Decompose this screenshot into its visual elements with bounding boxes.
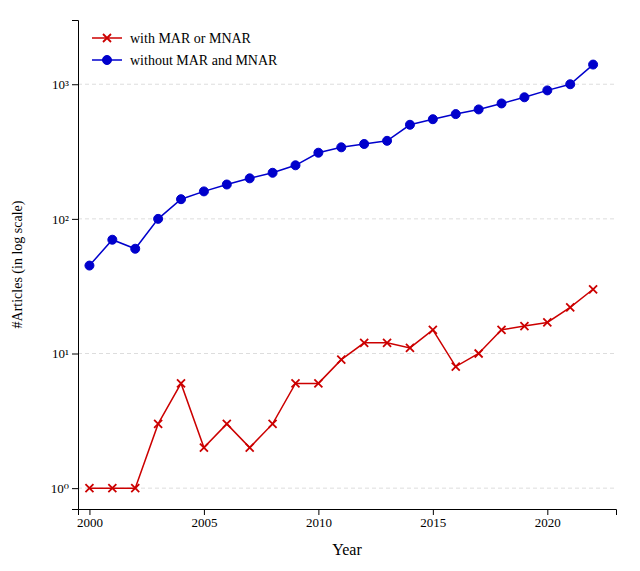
tick-mark xyxy=(433,509,434,515)
plot-area: 2000 2005 2010 2015 2020 10⁰ 10¹ 10² 10³ with MAR… xyxy=(51,21,617,531)
point xyxy=(383,136,392,145)
point xyxy=(222,180,231,189)
tick-mark xyxy=(72,354,78,355)
point xyxy=(429,326,437,334)
point xyxy=(520,93,529,102)
point xyxy=(223,420,231,428)
legend-marker xyxy=(103,56,112,65)
chart: 2000 2005 2010 2015 2020 10⁰ 10¹ 10² 10³ with MAR… xyxy=(0,0,640,571)
point xyxy=(291,379,299,387)
x-axis-title: Year xyxy=(332,541,362,558)
point xyxy=(108,484,116,492)
grid-line xyxy=(78,84,616,85)
point xyxy=(269,420,277,428)
line xyxy=(89,65,593,266)
tick-mark xyxy=(89,509,90,515)
grid-line xyxy=(78,353,616,354)
point xyxy=(108,235,117,244)
point xyxy=(131,244,140,253)
point xyxy=(474,105,483,114)
tick: 10⁰ xyxy=(51,481,78,496)
point xyxy=(246,444,254,452)
point xyxy=(498,326,506,334)
point xyxy=(360,139,369,148)
axis-line xyxy=(79,510,617,516)
point xyxy=(337,356,345,364)
tick: 10³ xyxy=(52,77,78,92)
point xyxy=(85,261,94,270)
point xyxy=(85,484,93,492)
tick-label: 2015 xyxy=(420,515,446,530)
tick-mark xyxy=(204,509,205,515)
tick-label: 10³ xyxy=(52,77,69,92)
point xyxy=(291,161,300,170)
point xyxy=(475,350,483,358)
point xyxy=(245,174,254,183)
tick-label: 2000 xyxy=(77,515,103,530)
legend-item: with MAR or MNAR xyxy=(92,31,252,46)
grid-line xyxy=(78,488,616,489)
tick-label: 10⁰ xyxy=(51,481,69,496)
legend-marker xyxy=(103,34,111,42)
tick-mark xyxy=(72,488,78,489)
line xyxy=(89,289,593,488)
tick: 2020 xyxy=(535,509,561,530)
point xyxy=(177,379,185,387)
tick: 2010 xyxy=(306,509,332,530)
tick: 2015 xyxy=(420,509,446,530)
point xyxy=(428,115,437,124)
point xyxy=(177,195,186,204)
legend-label: with MAR or MNAR xyxy=(130,31,252,46)
legend: with MAR or MNAR without MAR and MNAR xyxy=(92,31,278,68)
y-axis-title: #Articles (in log scale) xyxy=(10,200,26,328)
tick-mark xyxy=(318,509,319,515)
tick-mark xyxy=(547,509,548,515)
point xyxy=(314,379,322,387)
point xyxy=(452,363,460,371)
grid xyxy=(78,84,616,488)
tick-label: 10² xyxy=(52,212,69,227)
point xyxy=(405,120,414,129)
tick: 10¹ xyxy=(52,346,78,361)
point xyxy=(154,420,162,428)
point xyxy=(199,187,208,196)
legend-item: without MAR and MNAR xyxy=(92,53,278,68)
tick: 2005 xyxy=(191,509,217,530)
point xyxy=(589,285,597,293)
point xyxy=(566,303,574,311)
point xyxy=(383,339,391,347)
x-axis: 2000 2005 2010 2015 2020 xyxy=(77,509,617,530)
tick: 10² xyxy=(52,212,78,227)
point xyxy=(200,444,208,452)
point xyxy=(360,339,368,347)
series xyxy=(85,285,597,492)
tick-label: 2005 xyxy=(191,515,217,530)
tick-label: 10¹ xyxy=(52,346,69,361)
tick-mark xyxy=(72,84,78,85)
tick: 2000 xyxy=(77,509,103,530)
axis-line xyxy=(72,21,79,510)
point xyxy=(337,143,346,152)
point xyxy=(589,60,598,69)
legend-label: without MAR and MNAR xyxy=(130,53,278,68)
tick-mark xyxy=(72,219,78,220)
marks xyxy=(85,60,598,492)
tick-label: 2010 xyxy=(306,515,332,530)
y-axis: 10⁰ 10¹ 10² 10³ xyxy=(51,21,79,510)
point xyxy=(543,86,552,95)
tick-label: 2020 xyxy=(535,515,561,530)
point xyxy=(154,214,163,223)
point xyxy=(314,148,323,157)
point xyxy=(566,80,575,89)
point xyxy=(268,168,277,177)
point xyxy=(406,344,414,352)
series xyxy=(85,60,598,270)
point xyxy=(520,322,528,330)
point xyxy=(543,318,551,326)
point xyxy=(131,484,139,492)
point xyxy=(451,110,460,119)
point xyxy=(497,99,506,108)
